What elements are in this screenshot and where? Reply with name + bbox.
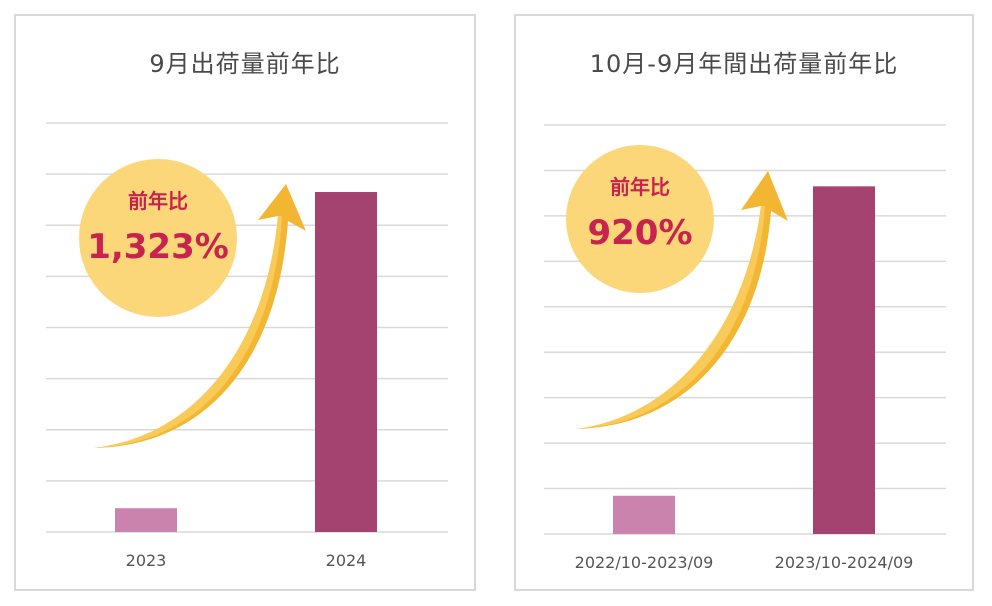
badge-value: 1,323% bbox=[87, 227, 229, 267]
bar-2024 bbox=[315, 192, 377, 533]
arrow-icon bbox=[94, 184, 306, 448]
x-tick-label: 2022/10-2023/09 bbox=[575, 553, 714, 572]
x-tick-label: 2024 bbox=[326, 551, 367, 570]
badge-label: 前年比 bbox=[128, 189, 188, 213]
badge-circle bbox=[566, 145, 714, 293]
badge-label: 前年比 bbox=[610, 175, 670, 199]
bar-2023/10-2024/09 bbox=[813, 186, 875, 534]
chart-svg: 前年比 920% 2022/10-2023/09 2023/10-2024/09 bbox=[544, 124, 946, 572]
bar-2023 bbox=[115, 508, 177, 532]
x-tick-label: 2023/10-2024/09 bbox=[775, 553, 914, 572]
bar-2022/10-2023/09 bbox=[613, 495, 675, 534]
badge-circle bbox=[79, 159, 237, 317]
x-ticks: 2023 2024 bbox=[126, 551, 367, 570]
chart-title: 10月-9月年間出荷量前年比 bbox=[589, 50, 899, 78]
chart-panel-1: 9月出荷量前年比 前年比 1,323% 2023 2024 bbox=[14, 14, 476, 591]
x-tick-label: 2023 bbox=[126, 551, 167, 570]
badge: 前年比 1,323% bbox=[79, 159, 237, 317]
chart-panel-2: 10月-9月年間出荷量前年比 前年比 920% 2022/10-2023/09 2… bbox=[514, 14, 974, 591]
arrow-icon bbox=[576, 171, 788, 429]
bars bbox=[115, 192, 377, 533]
chart-title: 9月出荷量前年比 bbox=[149, 50, 341, 78]
chart-svg: 前年比 1,323% 2023 2024 bbox=[46, 122, 448, 570]
badge-value: 920% bbox=[587, 213, 692, 253]
badge: 前年比 920% bbox=[566, 145, 714, 293]
x-ticks: 2022/10-2023/09 2023/10-2024/09 bbox=[575, 553, 914, 572]
bars bbox=[613, 186, 875, 534]
